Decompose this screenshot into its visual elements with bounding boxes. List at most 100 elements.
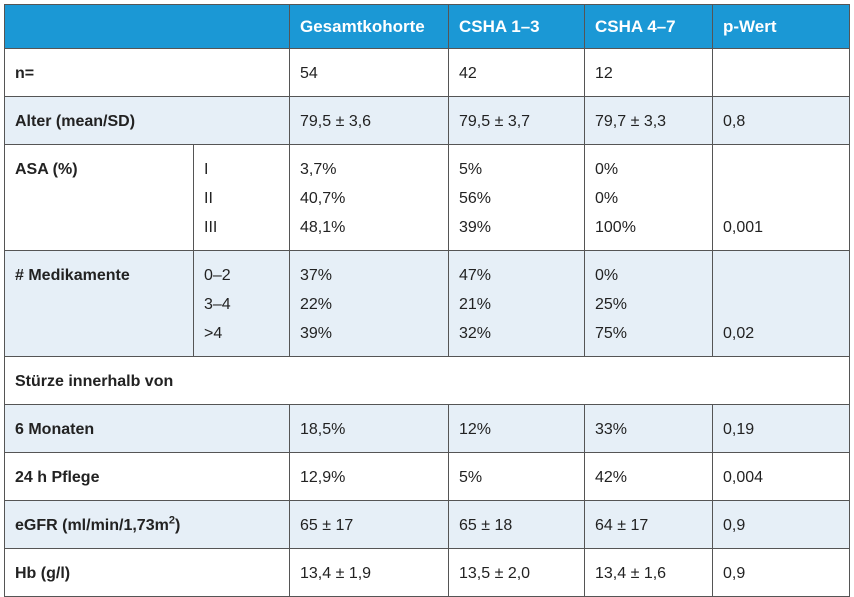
value-cell: 79,5 ± 3,7 [448,96,585,145]
row-label-sup: 2 [168,514,175,527]
table-row: Alter (mean/SD) 79,5 ± 3,6 79,5 ± 3,7 79,7 … [4,96,850,145]
row-label: ASA (%) [15,161,78,178]
empty-line [723,290,839,319]
value-cell: 12 [584,48,713,97]
section-cell: Stürze innerhalb von [4,356,850,405]
table-row: # Medikamente 0–2 3–4 >4 37% 22% 39% 47% 21% 32% 0… [4,250,850,357]
cell-value: 39% [459,219,492,236]
header-blank [4,4,290,49]
cell-value: 42% [595,469,628,486]
value-cell: 42% [584,452,713,501]
row-label: n= [15,65,35,82]
cell-value: 54 [300,65,318,82]
sub-label: 0–2 [204,267,231,284]
cell-value: 3,7% [300,161,337,178]
cell-value: 0,004 [723,469,764,486]
cell-value: 21% [459,296,492,313]
value-cell: 0,9 [712,548,850,597]
row-label-cell: 6 Monaten [4,404,290,453]
row-label-cell: 24 h Pflege [4,452,290,501]
table-row: 6 Monaten 18,5% 12% 33% 0,19 [4,404,850,453]
value-cell: 33% [584,404,713,453]
table-row: n= 54 42 12 [4,48,850,97]
cell-value: 13,4 ± 1,9 [300,565,372,582]
cell-value: 42 [459,65,477,82]
cell-value: 12,9% [300,469,346,486]
cell-value: 18,5% [300,421,346,438]
value-cell: 37% 22% 39% [289,250,449,357]
value-cell: 64 ± 17 [584,500,713,549]
table-row: 24 h Pflege 12,9% 5% 42% 0,004 [4,452,850,501]
cell-value: 79,5 ± 3,6 [300,113,372,130]
row-label-tail: ) [174,517,181,534]
data-table: Gesamtkohorte CSHA 1–3 CSHA 4–7 p-Wert n= 54… [4,4,850,597]
row-label-cell: # Medikamente [4,250,194,357]
cell-value: 0% [595,190,619,207]
column-header: p-Wert [712,4,850,49]
cell-value: 37% [300,267,333,284]
sub-label: III [204,219,218,236]
empty-line [723,59,839,88]
cell-value: 33% [595,421,628,438]
value-cell: 0,02 [712,250,850,357]
value-cell: 42 [448,48,585,97]
value-cell: 0% 0% 100% [584,144,713,251]
page: Gesamtkohorte CSHA 1–3 CSHA 4–7 p-Wert n= 54… [4,4,850,597]
value-cell: 0,8 [712,96,850,145]
value-cell: 65 ± 17 [289,500,449,549]
row-label: Hb (g/l) [15,565,71,582]
value-cell: 13,4 ± 1,9 [289,548,449,597]
empty-line [723,184,839,213]
cell-value: 0% [595,161,619,178]
cell-value: 0% [595,267,619,284]
header-row: Gesamtkohorte CSHA 1–3 CSHA 4–7 p-Wert [4,4,850,49]
value-cell: 5% [448,452,585,501]
cell-value: 12 [595,65,613,82]
table-row: Stürze innerhalb von [4,356,850,405]
column-header: CSHA 1–3 [448,4,585,49]
row-label: 24 h Pflege [15,469,100,486]
table-row: eGFR (ml/min/1,73m2) 65 ± 17 65 ± 18 64 ± 1… [4,500,850,549]
cell-value: 56% [459,190,492,207]
value-cell: 0% 25% 75% [584,250,713,357]
row-label-cell: n= [4,48,290,97]
cell-value: 0,8 [723,113,746,130]
sub-label-cell: 0–2 3–4 >4 [193,250,290,357]
value-cell: 54 [289,48,449,97]
sub-label: II [204,190,213,207]
column-header: Gesamtkohorte [289,4,449,49]
row-label-cell: ASA (%) [4,144,194,251]
cell-value: 13,5 ± 2,0 [459,565,531,582]
row-label: # Medikamente [15,267,130,284]
row-label: 6 Monaten [15,421,95,438]
cell-value: 79,5 ± 3,7 [459,113,531,130]
cell-value: 48,1% [300,219,346,236]
cell-value: 22% [300,296,333,313]
cell-value: 64 ± 17 [595,517,649,534]
cell-value: 100% [595,219,636,236]
cell-value: 65 ± 18 [459,517,513,534]
cell-value: 25% [595,296,628,313]
value-cell: 79,7 ± 3,3 [584,96,713,145]
cell-value: 47% [459,267,492,284]
value-cell [712,48,850,97]
cell-value: 13,4 ± 1,6 [595,565,667,582]
cell-value: 32% [459,325,492,342]
cell-value: 0,001 [723,219,764,236]
value-cell: 79,5 ± 3,6 [289,96,449,145]
value-cell: 0,9 [712,500,850,549]
row-label: Alter (mean/SD) [15,113,136,130]
cell-value: 5% [459,161,483,178]
row-label-cell: Alter (mean/SD) [4,96,290,145]
value-cell: 0,19 [712,404,850,453]
cell-value: 0,9 [723,565,746,582]
cell-value: 40,7% [300,190,346,207]
table-body: n= 54 42 12 Alter (mean/SD) 79,5 ± 3,6 79,5 ± … [4,48,850,597]
column-header: CSHA 4–7 [584,4,713,49]
value-cell: 13,5 ± 2,0 [448,548,585,597]
empty-line [723,261,839,290]
cell-value: 5% [459,469,483,486]
row-label: eGFR (ml/min/1,73m [15,517,169,534]
value-cell: 65 ± 18 [448,500,585,549]
cell-value: 39% [300,325,333,342]
